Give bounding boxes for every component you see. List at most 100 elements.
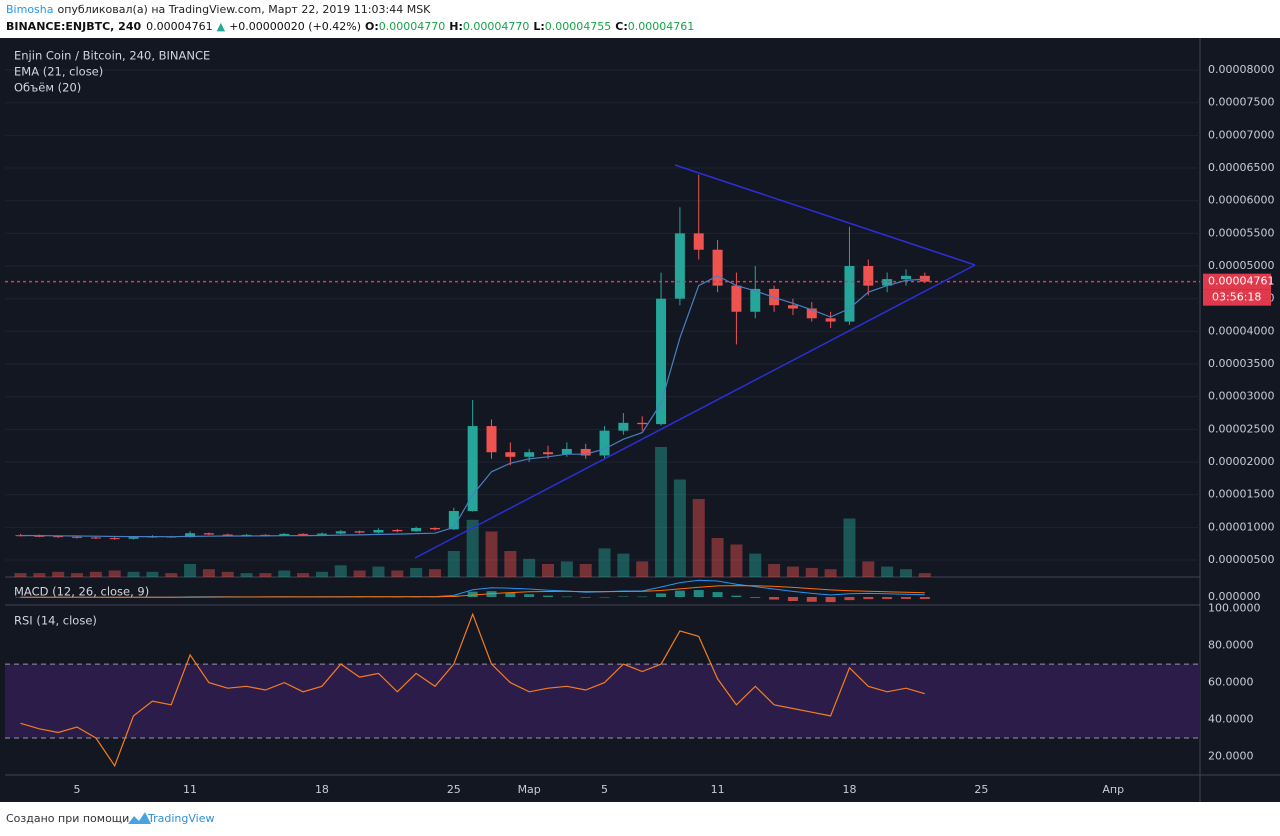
y-tick-label: 0.00001500 — [1208, 488, 1274, 501]
macd-title: MACD (12, 26, close, 9) — [14, 585, 149, 599]
y-tick-label: 80.0000 — [1208, 639, 1254, 652]
o-label: O: — [365, 20, 379, 33]
candle-body — [429, 528, 440, 530]
candle-body — [486, 426, 497, 453]
volume-bar — [918, 573, 931, 577]
histogram-bar — [844, 597, 855, 601]
h-label: H: — [449, 20, 463, 33]
volume-bar — [786, 566, 799, 577]
candle-body — [335, 531, 346, 534]
candle-body — [411, 528, 422, 532]
candle-body — [806, 308, 817, 319]
candle-body — [185, 533, 196, 538]
histogram-bar — [900, 597, 911, 599]
volume-bar — [579, 564, 592, 577]
histogram-bar — [731, 595, 742, 597]
volume-bar — [33, 573, 46, 577]
volume-bar — [862, 561, 875, 577]
y-tick-label: 0.00004000 — [1208, 324, 1274, 337]
candle-body — [825, 318, 836, 322]
candle-body — [656, 298, 667, 425]
x-tick-label: 5 — [74, 783, 81, 796]
histogram-bar — [769, 597, 780, 600]
volume-bar — [221, 571, 234, 577]
candle-body — [448, 511, 459, 530]
volume-bar — [824, 569, 837, 577]
volume-bar — [447, 551, 460, 577]
rsi-band — [5, 664, 1200, 739]
candle-body — [298, 533, 309, 535]
volume-bar — [89, 571, 102, 577]
volume-bar — [372, 566, 385, 577]
volume-bar — [71, 573, 84, 577]
volume-bar — [410, 567, 423, 577]
candle-body — [34, 535, 45, 537]
histogram-bar — [787, 597, 798, 601]
x-tick-label: Мар — [518, 783, 541, 796]
candle-body — [731, 285, 742, 312]
main-title: Enjin Coin / Bitcoin, 240, BINANCE — [14, 49, 210, 63]
candle-body — [241, 534, 252, 536]
volume-bar — [165, 573, 178, 577]
histogram-bar — [599, 597, 610, 598]
candle-body — [580, 448, 591, 456]
y-tick-label: 40.0000 — [1208, 713, 1254, 726]
histogram-bar — [825, 597, 836, 603]
candle-body — [787, 305, 798, 309]
histogram-bar — [750, 597, 761, 598]
volume-bar — [391, 570, 404, 577]
user[interactable]: Bimosha — [6, 3, 54, 16]
quote-line: BINANCE:ENJBTC, 240 0.00004761 ▲ +0.0000002… — [6, 20, 694, 33]
candle-body — [392, 529, 403, 532]
countdown-box — [1203, 289, 1271, 306]
volume-legend: Объём (20) — [14, 81, 81, 95]
histogram-bar — [712, 592, 723, 597]
x-tick-label: 11 — [183, 783, 197, 796]
x-tick-label: 11 — [711, 783, 725, 796]
y-tick-label: 0.00007500 — [1208, 96, 1274, 109]
histogram-bar — [561, 596, 572, 598]
candle-body — [750, 288, 761, 312]
candle-body — [693, 233, 704, 250]
symbol: BINANCE:ENJBTC, 240 — [6, 20, 141, 33]
volume-bar — [466, 519, 479, 577]
volume-bar — [240, 573, 253, 577]
candle-body — [72, 536, 83, 538]
y-tick-label: 0.00005500 — [1208, 226, 1274, 239]
volume-bar — [297, 573, 310, 577]
volume-bar — [14, 573, 27, 577]
candle-body — [637, 422, 648, 425]
volume-bar — [428, 569, 441, 577]
countdown: 03:56:18 — [1212, 291, 1261, 304]
histogram-bar — [543, 595, 554, 597]
price: 0.00004761 — [146, 20, 212, 33]
candle-body — [844, 266, 855, 322]
footer-brand[interactable]: TradingView — [147, 812, 214, 825]
candle-body — [919, 275, 930, 282]
histogram-bar — [693, 590, 704, 597]
candle-body — [109, 538, 120, 540]
plot: 0.00000500 0.00001000 0.00001500 0.00002000… — [5, 63, 1274, 796]
volume-bar — [202, 569, 215, 577]
logo-icon — [128, 812, 151, 824]
volume-bar — [504, 551, 517, 577]
volume-bar — [278, 570, 291, 577]
l: 0.00004755 — [545, 20, 611, 33]
volume-bar — [108, 570, 121, 577]
candle-body — [90, 537, 101, 539]
volume-bar — [259, 573, 272, 577]
candle-body — [203, 533, 214, 535]
h: 0.00004770 — [463, 20, 529, 33]
y-tick-label: 60.0000 — [1208, 676, 1254, 689]
histogram-bar — [524, 594, 535, 597]
candle-body — [712, 249, 723, 286]
y-tick-label: 0.00002500 — [1208, 422, 1274, 435]
histogram-bar — [674, 590, 685, 597]
last-price-box — [1203, 273, 1271, 290]
volume-bar — [184, 564, 197, 577]
x-tick-label: 5 — [601, 783, 608, 796]
histogram-bar — [618, 596, 629, 598]
trend-line — [414, 264, 976, 559]
volume-bar — [315, 571, 328, 577]
volume-bar — [560, 561, 573, 577]
